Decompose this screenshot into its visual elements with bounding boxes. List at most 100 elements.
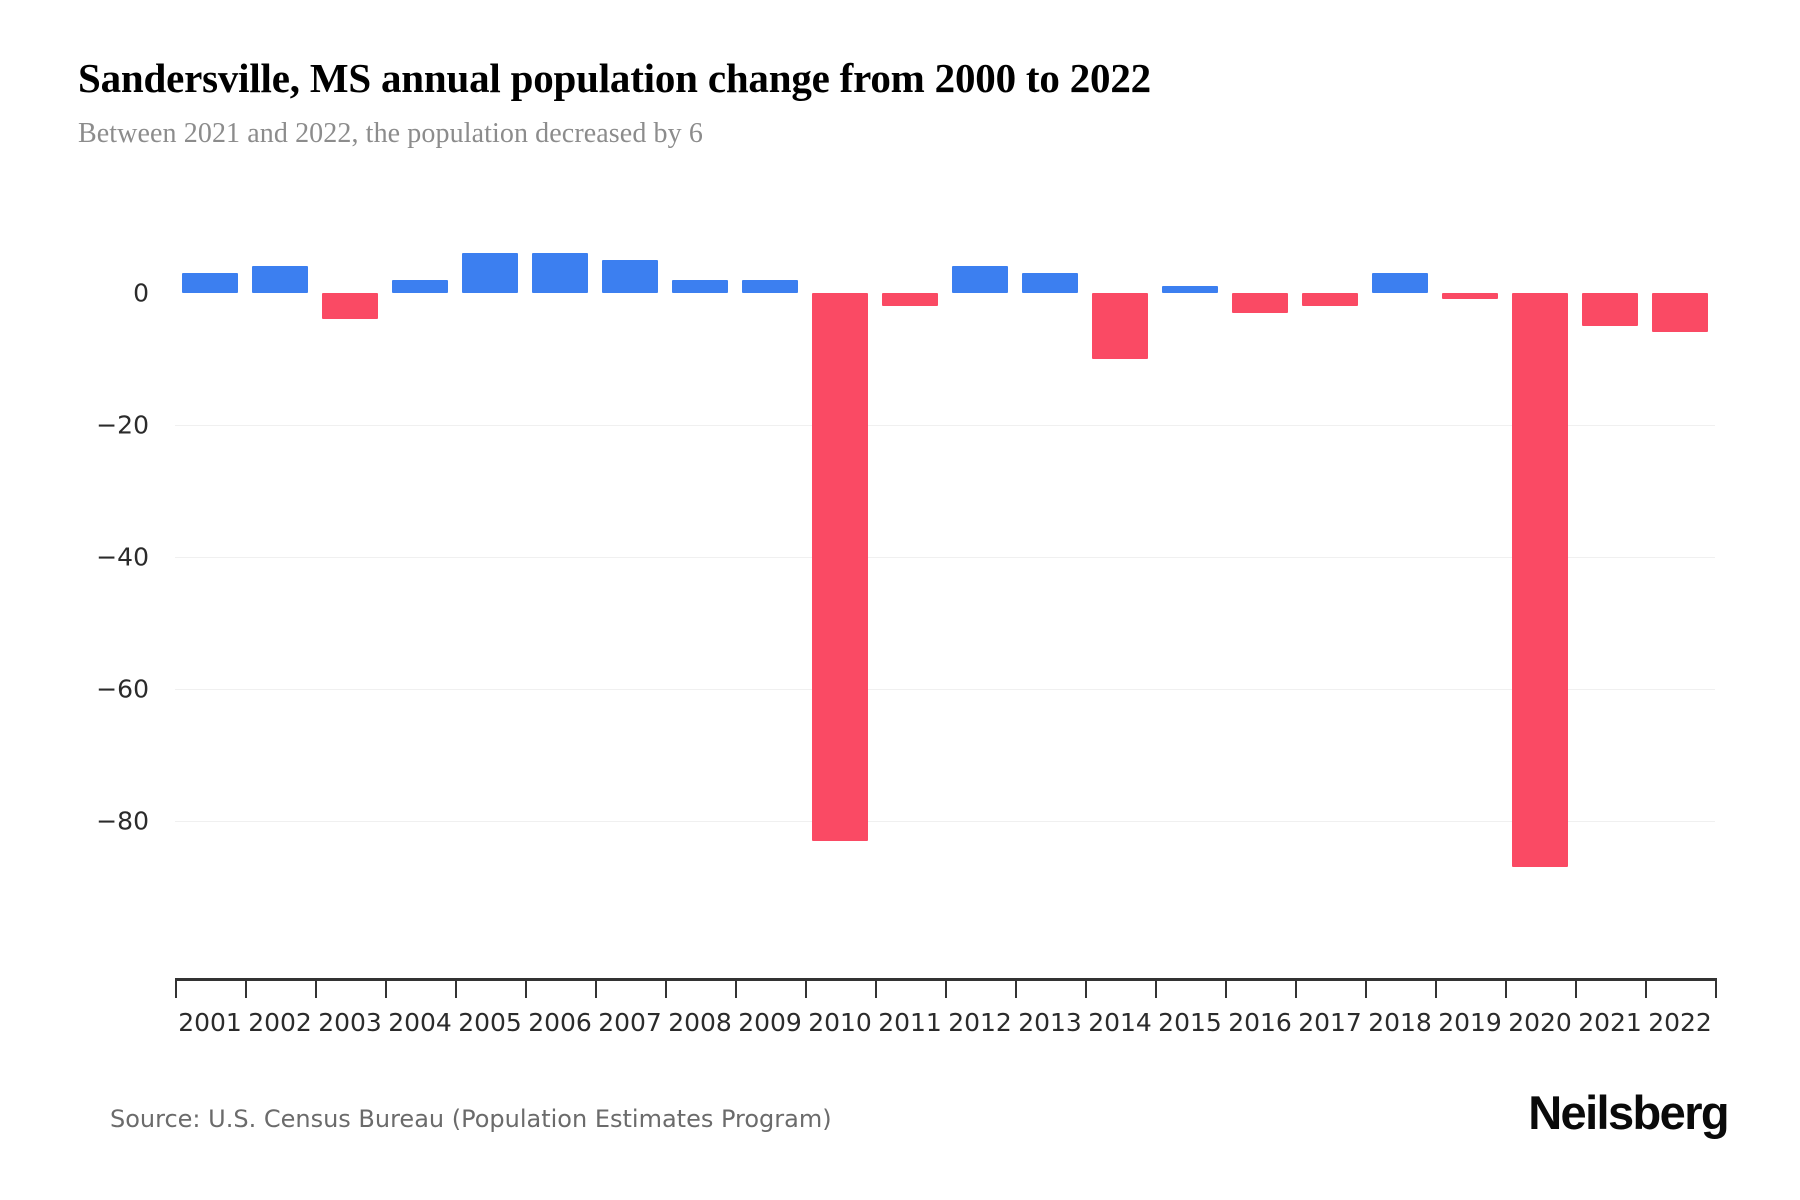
bar-slot xyxy=(805,240,875,900)
x-axis-label-2014: 2014 xyxy=(1088,1008,1152,1037)
bar-slot xyxy=(245,240,315,900)
gridline xyxy=(175,820,1715,822)
bar-slot xyxy=(525,240,595,900)
bar-2010[interactable] xyxy=(812,292,868,841)
x-axis-label-2020: 2020 xyxy=(1508,1008,1572,1037)
x-axis-tick xyxy=(315,978,317,998)
x-axis-tick xyxy=(665,978,667,998)
source-note: Source: U.S. Census Bureau (Population E… xyxy=(110,1105,832,1133)
y-axis-tick-label: −60 xyxy=(96,674,149,704)
bar-slot xyxy=(1155,240,1225,900)
x-axis-label-2022: 2022 xyxy=(1648,1008,1712,1037)
x-axis-tick xyxy=(175,978,177,998)
plot-area: 0 −20 −40 −60 −80 xyxy=(0,200,1800,900)
x-axis-tick xyxy=(875,978,877,998)
gridline xyxy=(175,688,1715,690)
bar-2015[interactable] xyxy=(1162,286,1218,293)
bar-slot xyxy=(1365,240,1435,900)
bar-slot xyxy=(945,240,1015,900)
x-axis-tick xyxy=(245,978,247,998)
plot-canvas: 0 −20 −40 −60 −80 xyxy=(96,240,1715,900)
bar-2016[interactable] xyxy=(1232,292,1288,313)
bar-2021[interactable] xyxy=(1582,292,1638,326)
x-axis-labels: 2001 2002 2003 2004 2005 2006 2007 2008 2009 2010… xyxy=(175,1008,1715,1048)
x-axis-label-2006: 2006 xyxy=(528,1008,592,1037)
bar-2009[interactable] xyxy=(742,279,798,293)
x-axis-tick xyxy=(1715,978,1717,998)
x-axis-label-2010: 2010 xyxy=(808,1008,872,1037)
x-axis-label-2018: 2018 xyxy=(1368,1008,1432,1037)
bar-slot xyxy=(1015,240,1085,900)
bar-2013[interactable] xyxy=(1022,273,1078,293)
x-axis-label-2016: 2016 xyxy=(1228,1008,1292,1037)
bar-2002[interactable] xyxy=(252,266,308,293)
bar-slot xyxy=(1295,240,1365,900)
x-axis-tick xyxy=(1225,978,1227,998)
x-axis-label-2013: 2013 xyxy=(1018,1008,1082,1037)
x-axis-tick xyxy=(1155,978,1157,998)
x-axis-tick xyxy=(1085,978,1087,998)
bar-slot xyxy=(875,240,945,900)
gridline xyxy=(175,424,1715,426)
y-axis-tick-label: −80 xyxy=(96,806,149,836)
x-axis-tick xyxy=(1295,978,1297,998)
bar-2004[interactable] xyxy=(392,279,448,293)
x-axis-tick xyxy=(1645,978,1647,998)
x-axis-tick xyxy=(525,978,527,998)
x-axis-tick xyxy=(1505,978,1507,998)
x-axis-tick xyxy=(385,978,387,998)
x-axis-tick xyxy=(595,978,597,998)
bar-2017[interactable] xyxy=(1302,292,1358,306)
x-axis-label-2015: 2015 xyxy=(1158,1008,1222,1037)
x-axis-tick xyxy=(1015,978,1017,998)
bar-2020[interactable] xyxy=(1512,292,1568,867)
bar-slot xyxy=(175,240,245,900)
bar-slot xyxy=(665,240,735,900)
x-axis-tick xyxy=(945,978,947,998)
bar-2001[interactable] xyxy=(182,273,238,293)
bar-2007[interactable] xyxy=(602,259,658,293)
bar-slot xyxy=(735,240,805,900)
bar-2019[interactable] xyxy=(1442,292,1498,300)
bar-slot xyxy=(1505,240,1575,900)
x-axis-label-2001: 2001 xyxy=(178,1008,242,1037)
bar-slot xyxy=(455,240,525,900)
x-axis-label-2008: 2008 xyxy=(668,1008,732,1037)
y-axis-tick-label: 0 xyxy=(133,278,149,308)
x-axis-label-2017: 2017 xyxy=(1298,1008,1362,1037)
bar-2008[interactable] xyxy=(672,279,728,293)
x-axis-tick xyxy=(1435,978,1437,998)
bar-slot xyxy=(1085,240,1155,900)
x-axis-label-2005: 2005 xyxy=(458,1008,522,1037)
x-axis-tick xyxy=(805,978,807,998)
bar-2018[interactable] xyxy=(1372,273,1428,293)
chart-header: Sandersville, MS annual population chang… xyxy=(78,52,1728,154)
bar-2006[interactable] xyxy=(532,253,588,293)
x-axis-tick xyxy=(1365,978,1367,998)
x-axis-label-2011: 2011 xyxy=(878,1008,942,1037)
page-title: Sandersville, MS annual population chang… xyxy=(78,55,1151,101)
x-axis-ticks xyxy=(175,978,1717,1000)
x-axis-label-2012: 2012 xyxy=(948,1008,1012,1037)
bar-slot xyxy=(1575,240,1645,900)
x-axis-tick xyxy=(735,978,737,998)
x-axis-label-2019: 2019 xyxy=(1438,1008,1502,1037)
x-axis-label-2007: 2007 xyxy=(598,1008,662,1037)
x-axis-label-2003: 2003 xyxy=(318,1008,382,1037)
bar-2014[interactable] xyxy=(1092,292,1148,359)
y-axis-tick-label: −40 xyxy=(96,542,149,572)
bar-slot xyxy=(315,240,385,900)
bar-slot xyxy=(595,240,665,900)
x-axis-label-2002: 2002 xyxy=(248,1008,312,1037)
bar-2012[interactable] xyxy=(952,266,1008,293)
x-axis-label-2004: 2004 xyxy=(388,1008,452,1037)
y-axis-tick-label: −20 xyxy=(96,410,149,440)
bar-2003[interactable] xyxy=(322,292,378,320)
chart-subtitle: Between 2021 and 2022, the population de… xyxy=(78,118,703,149)
x-axis-tick xyxy=(1575,978,1577,998)
bar-2011[interactable] xyxy=(882,292,938,306)
bar-2022[interactable] xyxy=(1652,292,1708,333)
bar-2005[interactable] xyxy=(462,253,518,293)
bar-slot xyxy=(385,240,455,900)
